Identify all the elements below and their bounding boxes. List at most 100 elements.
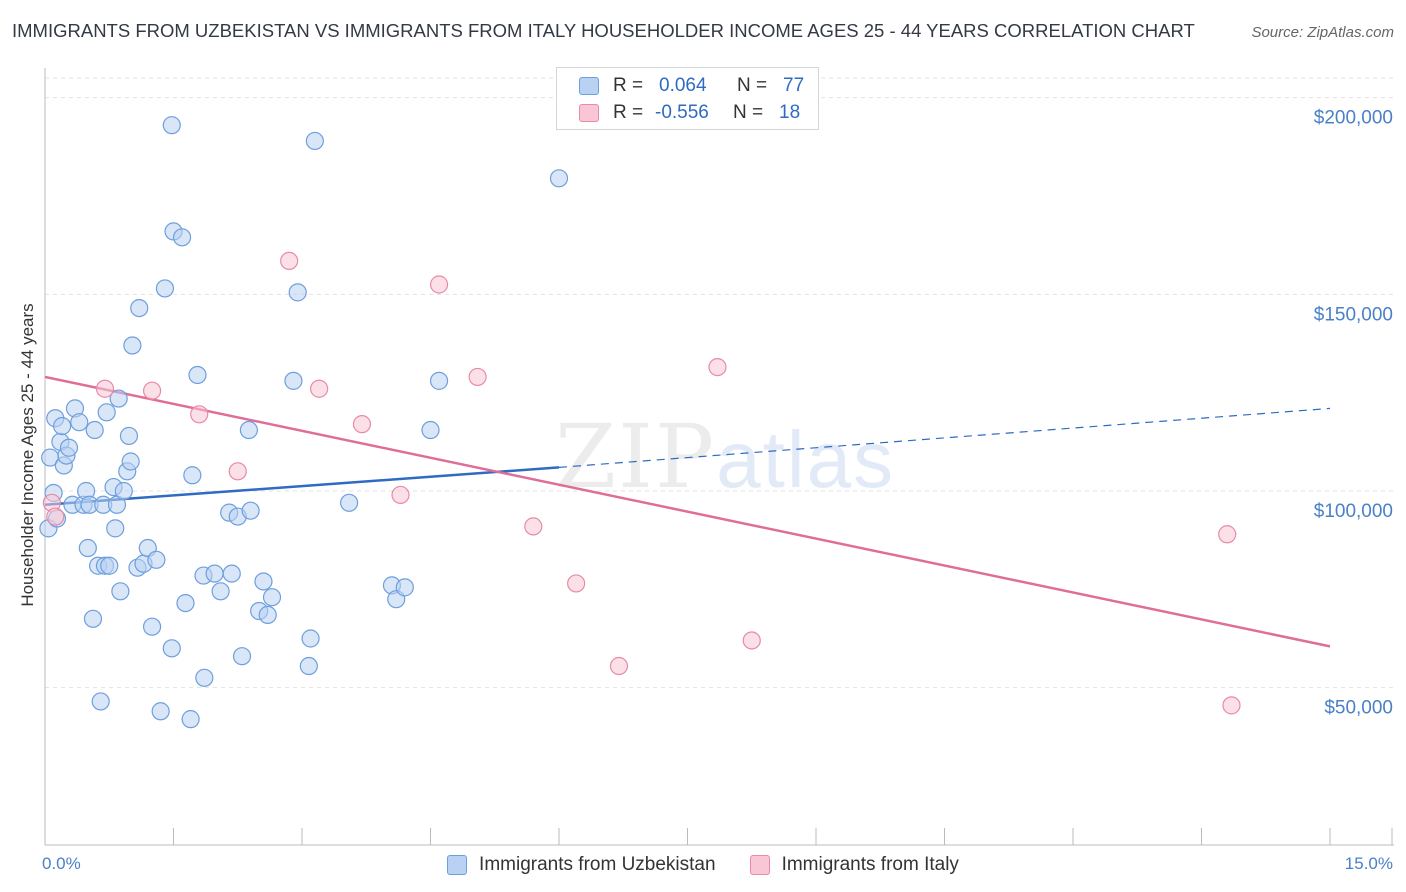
legend-n-value: 18	[779, 102, 801, 123]
point-uzbekistan	[305, 131, 324, 151]
chart-title: IMMIGRANTS FROM UZBEKISTAN VS IMMIGRANTS…	[12, 20, 1195, 41]
point-uzbekistan	[119, 426, 139, 446]
point-uzbekistan	[91, 692, 110, 711]
legend-label-uzbekistan: Immigrants from Uzbekistan	[479, 854, 716, 875]
y-tick-label: $150,000	[1314, 304, 1393, 325]
point-italy	[609, 656, 629, 676]
point-italy	[280, 251, 299, 270]
point-italy	[567, 574, 586, 593]
point-uzbekistan	[111, 582, 130, 601]
point-uzbekistan	[106, 519, 125, 538]
point-uzbekistan	[162, 116, 181, 135]
y-tick-label: $100,000	[1314, 501, 1393, 522]
point-uzbekistan	[395, 578, 414, 597]
legend-swatch-uzbekistan	[447, 855, 468, 875]
point-uzbekistan	[59, 438, 79, 457]
point-uzbekistan	[549, 169, 569, 188]
point-italy	[1218, 525, 1237, 544]
point-uzbekistan	[130, 299, 149, 318]
axes	[44, 68, 1394, 846]
point-italy	[742, 631, 761, 650]
point-italy	[95, 379, 115, 398]
data-points	[39, 116, 1241, 729]
trend-line-uzbekistan-extension	[558, 407, 1331, 468]
legend-swatch-uzbekistan	[579, 77, 599, 95]
trend-line-italy	[44, 375, 1331, 648]
legend-swatch-italy	[749, 855, 770, 875]
x-tick-label-min: 0.0%	[42, 854, 81, 873]
trend-lines	[44, 375, 1331, 648]
point-italy	[429, 275, 449, 294]
x-tick-label-max: 15.0%	[1345, 854, 1393, 873]
point-uzbekistan	[239, 420, 258, 440]
trend-line-uzbekistan	[44, 466, 560, 507]
point-uzbekistan	[288, 283, 307, 302]
point-uzbekistan	[114, 481, 133, 501]
point-uzbekistan	[241, 501, 260, 520]
point-uzbekistan	[53, 417, 72, 436]
stats-legend: R = 0.064 N = 77 R = -0.556 N = 18	[556, 67, 819, 130]
legend-n-value: 77	[783, 75, 805, 96]
legend-row-italy: R = -0.556 N = 18	[579, 100, 800, 126]
grid-lines	[45, 77, 1394, 689]
point-uzbekistan	[301, 629, 320, 648]
point-uzbekistan	[195, 668, 214, 687]
legend-r-value: 0.064	[659, 75, 707, 96]
legend-r-label: R =	[613, 75, 644, 96]
point-uzbekistan	[172, 228, 192, 247]
point-uzbekistan	[142, 617, 162, 636]
point-uzbekistan	[232, 647, 252, 666]
point-uzbekistan	[429, 371, 449, 390]
point-uzbekistan	[181, 710, 200, 729]
point-uzbekistan	[340, 493, 359, 512]
point-uzbekistan	[222, 564, 241, 583]
legend-r-label: R =	[613, 102, 644, 123]
legend-r-value: -0.556	[655, 102, 709, 123]
point-uzbekistan	[155, 279, 175, 298]
point-italy	[391, 485, 410, 505]
point-uzbekistan	[151, 702, 170, 721]
point-uzbekistan	[258, 605, 277, 625]
y-tick-label: $200,000	[1314, 108, 1393, 129]
point-uzbekistan	[97, 403, 116, 422]
point-uzbekistan	[205, 564, 224, 583]
point-uzbekistan	[162, 639, 181, 658]
point-uzbekistan	[85, 420, 104, 440]
legend-label-italy: Immigrants from Italy	[781, 854, 959, 875]
legend-row-uzbekistan: R = 0.064 N = 77	[579, 73, 804, 99]
point-uzbekistan	[284, 371, 303, 390]
point-uzbekistan	[254, 572, 273, 591]
point-uzbekistan	[78, 538, 97, 558]
point-uzbekistan	[70, 413, 89, 432]
point-italy	[524, 517, 543, 536]
point-italy	[468, 367, 487, 387]
point-uzbekistan	[121, 452, 140, 471]
series-legend: Immigrants from Uzbekistan Immigrants fr…	[0, 850, 1406, 880]
point-italy	[46, 507, 65, 526]
point-uzbekistan	[83, 609, 103, 628]
point-uzbekistan	[183, 466, 202, 485]
legend-item-italy: Immigrants from Italy	[749, 850, 959, 880]
point-uzbekistan	[109, 389, 128, 408]
point-italy	[228, 462, 247, 481]
point-uzbekistan	[123, 336, 142, 355]
tick-labels: $50,000 $100,000 $150,000 $200,000 0.0% 15.0%	[42, 108, 1393, 873]
y-tick-label: $50,000	[1324, 698, 1393, 719]
point-italy	[142, 381, 162, 400]
point-uzbekistan	[188, 365, 207, 385]
legend-item-uzbekistan: Immigrants from Uzbekistan	[447, 850, 716, 880]
point-uzbekistan	[211, 582, 230, 601]
point-italy	[708, 358, 727, 377]
point-uzbekistan	[421, 420, 440, 440]
point-uzbekistan	[176, 593, 195, 613]
point-uzbekistan	[299, 656, 318, 676]
watermark-atlas: atlas	[716, 415, 896, 504]
source-credit: Source: ZipAtlas.com	[1251, 24, 1394, 41]
point-italy	[1222, 696, 1241, 715]
point-uzbekistan	[262, 588, 282, 607]
point-italy	[352, 415, 372, 434]
legend-swatch-italy	[579, 104, 599, 122]
point-italy	[310, 379, 329, 398]
legend-n-label: N =	[737, 75, 768, 96]
